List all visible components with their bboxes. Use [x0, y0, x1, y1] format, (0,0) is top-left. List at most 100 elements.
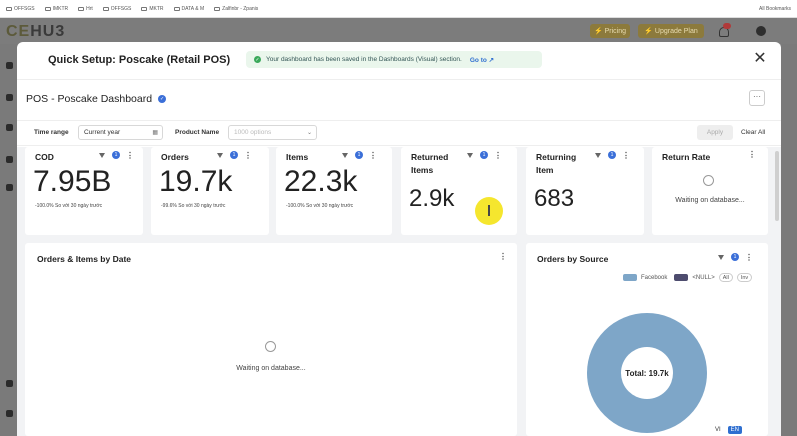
- kpi-title: Return Rate: [662, 152, 711, 162]
- bolt-icon: ⚡: [644, 28, 655, 35]
- dashboard-title: POS - Poscake Dashboard: [26, 93, 153, 105]
- filter-bar: Time range Current year ▦ Product Name 1…: [17, 120, 781, 146]
- backdrop-right: [781, 44, 797, 436]
- bookmark-item[interactable]: Zalfinbr - Zpanis: [214, 6, 258, 12]
- sidebar-icon[interactable]: [6, 410, 13, 417]
- chart-title: Orders & Items by Date: [37, 254, 132, 264]
- product-name-select[interactable]: 1000 options ⌄: [228, 125, 317, 140]
- folder-icon: [78, 6, 85, 11]
- kpi-actions: 1 ⋮: [217, 151, 252, 159]
- notification-badge: [723, 23, 731, 29]
- filter-count-badge: 1: [731, 253, 739, 261]
- more-vertical-icon[interactable]: ⋮: [499, 252, 507, 261]
- external-link-icon: ↗: [488, 56, 495, 64]
- waiting-text: Waiting on database...: [675, 197, 745, 204]
- kpi-card-returning-item: Returning Item 1 ⋮ 683: [526, 147, 644, 235]
- kpi-actions: 1 ⋮: [595, 151, 630, 159]
- user-avatar-icon[interactable]: [756, 26, 766, 36]
- folder-icon: [102, 6, 109, 11]
- bookmark-item[interactable]: OFFSGS: [6, 6, 35, 12]
- filter-icon[interactable]: [99, 152, 106, 159]
- kpi-value: 7.95B: [33, 165, 112, 198]
- filter-icon[interactable]: [718, 254, 725, 261]
- modal-title: Quick Setup: Poscake (Retail POS): [48, 54, 231, 66]
- bookmark-item[interactable]: MKTR: [141, 6, 164, 12]
- kpi-actions: 1 ⋮: [467, 151, 502, 159]
- donut-hole: [621, 347, 673, 399]
- loading-spinner-icon: [703, 175, 714, 186]
- scrollbar[interactable]: [775, 151, 779, 221]
- filter-icon[interactable]: [217, 152, 224, 159]
- dashboard-more-button[interactable]: ···: [749, 90, 765, 106]
- orders-by-source-donut: Total: 19.7k: [587, 313, 707, 433]
- waiting-text: Waiting on database...: [236, 365, 306, 372]
- legend-swatch: [674, 274, 689, 281]
- more-vertical-icon[interactable]: ⋮: [494, 150, 502, 160]
- bolt-icon: ⚡: [593, 28, 605, 35]
- legend-swatch: [623, 274, 637, 281]
- filter-count-badge: 1: [480, 151, 488, 159]
- kpi-value: 22.3k: [284, 165, 358, 198]
- legend-all-button[interactable]: All: [718, 273, 733, 282]
- chart-actions: ⋮: [499, 252, 507, 261]
- go-to-link[interactable]: Go to ↗: [469, 56, 495, 64]
- more-vertical-icon[interactable]: ⋮: [748, 150, 756, 159]
- kpi-card-items: Items 1 ⋮ 22.3k -100.0% So với 30 ngày t…: [276, 147, 392, 235]
- loading-spinner-icon: [265, 341, 276, 352]
- saved-toast: ✓ Your dashboard has been saved in the D…: [246, 51, 542, 68]
- toast-message: Your dashboard has been saved in the Das…: [266, 56, 462, 63]
- verified-icon: ✓: [158, 95, 167, 103]
- all-bookmarks-link[interactable]: All Bookmarks: [759, 6, 791, 12]
- check-circle-icon: ✓: [254, 56, 261, 63]
- more-vertical-icon[interactable]: ⋮: [622, 150, 630, 160]
- kpi-card-return-rate: Return Rate ⋮ Waiting on database...: [652, 147, 768, 235]
- bookmark-item[interactable]: DATA & M: [173, 6, 204, 12]
- upgrade-plan-button[interactable]: ⚡ Upgrade Plan: [638, 24, 704, 38]
- filter-icon[interactable]: [342, 152, 349, 159]
- close-modal-button[interactable]: ✕: [753, 50, 767, 67]
- more-vertical-icon[interactable]: ⋮: [126, 150, 134, 160]
- more-vertical-icon[interactable]: ⋮: [745, 252, 753, 262]
- chart-title: Orders by Source: [537, 254, 609, 264]
- chart-legend: Facebook <NULL> All Inv: [623, 273, 753, 282]
- filter-icon[interactable]: [595, 152, 602, 159]
- sidebar-icon[interactable]: [6, 184, 13, 191]
- legend-label[interactable]: <NULL>: [692, 274, 715, 281]
- kpi-value: 2.9k: [409, 185, 455, 212]
- lang-vi-button[interactable]: VI: [712, 426, 724, 434]
- app-logo[interactable]: CEHU3: [6, 23, 66, 40]
- filter-count-badge: 1: [608, 151, 616, 159]
- product-name-label: Product Name: [175, 129, 220, 136]
- kpi-value: 19.7k: [159, 165, 233, 198]
- filter-icon[interactable]: [467, 152, 474, 159]
- folder-icon: [141, 6, 148, 11]
- filter-count-badge: 1: [355, 151, 363, 159]
- pricing-button[interactable]: ⚡ Pricing: [590, 24, 630, 38]
- bookmark-item[interactable]: IMKTR: [44, 6, 68, 12]
- sidebar-icon[interactable]: [6, 156, 13, 163]
- folder-icon: [173, 6, 180, 11]
- bookmark-item[interactable]: Hrt: [78, 6, 93, 12]
- bookmark-item[interactable]: OFFSGS: [102, 6, 131, 12]
- more-vertical-icon[interactable]: ⋮: [369, 150, 377, 160]
- sidebar-icon[interactable]: [6, 94, 13, 101]
- dashboard-title-row: POS - Poscake Dashboard ✓: [26, 93, 167, 105]
- clear-all-button[interactable]: Clear All: [741, 129, 766, 136]
- legend-invert-button[interactable]: Inv: [736, 273, 753, 282]
- sidebar-icon[interactable]: [6, 124, 13, 131]
- donut-center-label: Total: 19.7k: [625, 369, 669, 378]
- bookmarks-bar: OFFSGS IMKTR Hrt OFFSGS MKTR DATA & M Za…: [0, 0, 797, 18]
- legend-label[interactable]: Facebook: [641, 274, 668, 281]
- lang-en-button[interactable]: EN: [727, 426, 743, 434]
- kpi-title: Orders: [161, 152, 189, 162]
- chart-actions: 1 ⋮: [718, 253, 753, 261]
- time-range-select[interactable]: Current year ▦: [78, 125, 163, 140]
- kpi-card-returned-items: Returned Items 1 ⋮ 2.9k: [401, 147, 517, 235]
- kpi-title: COD: [35, 152, 54, 162]
- chart-card-orders-by-source: Orders by Source 1 ⋮ Facebook <NULL> All…: [526, 243, 768, 436]
- apply-button[interactable]: Apply: [697, 125, 733, 140]
- sidebar-icon[interactable]: [6, 380, 13, 387]
- sidebar-icon[interactable]: [6, 62, 13, 69]
- more-vertical-icon[interactable]: ⋮: [244, 150, 252, 160]
- chevron-down-icon: ⌄: [306, 130, 312, 136]
